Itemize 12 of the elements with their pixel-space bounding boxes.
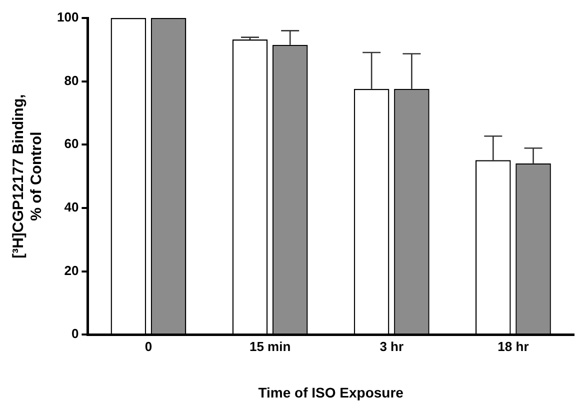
x-tick-label: 18 hr	[498, 338, 529, 354]
x-tick-label: 15 min	[249, 338, 291, 354]
x-tick-label: 3 hr	[380, 338, 404, 354]
y-tick-label: 100	[56, 10, 79, 25]
x-tick-label: 0	[144, 338, 152, 354]
y-tick-label: 20	[64, 262, 79, 278]
y-tick-label: 80	[64, 72, 79, 88]
x-axis-title: Time of ISO Exposure	[258, 384, 404, 400]
y-tick-label: 0	[71, 326, 79, 342]
y-axis-title: [³H]CGP12177 Binding, % of Control	[10, 94, 46, 258]
y-tick-label: 40	[64, 200, 79, 215]
y-tick-label: 60	[64, 136, 79, 152]
